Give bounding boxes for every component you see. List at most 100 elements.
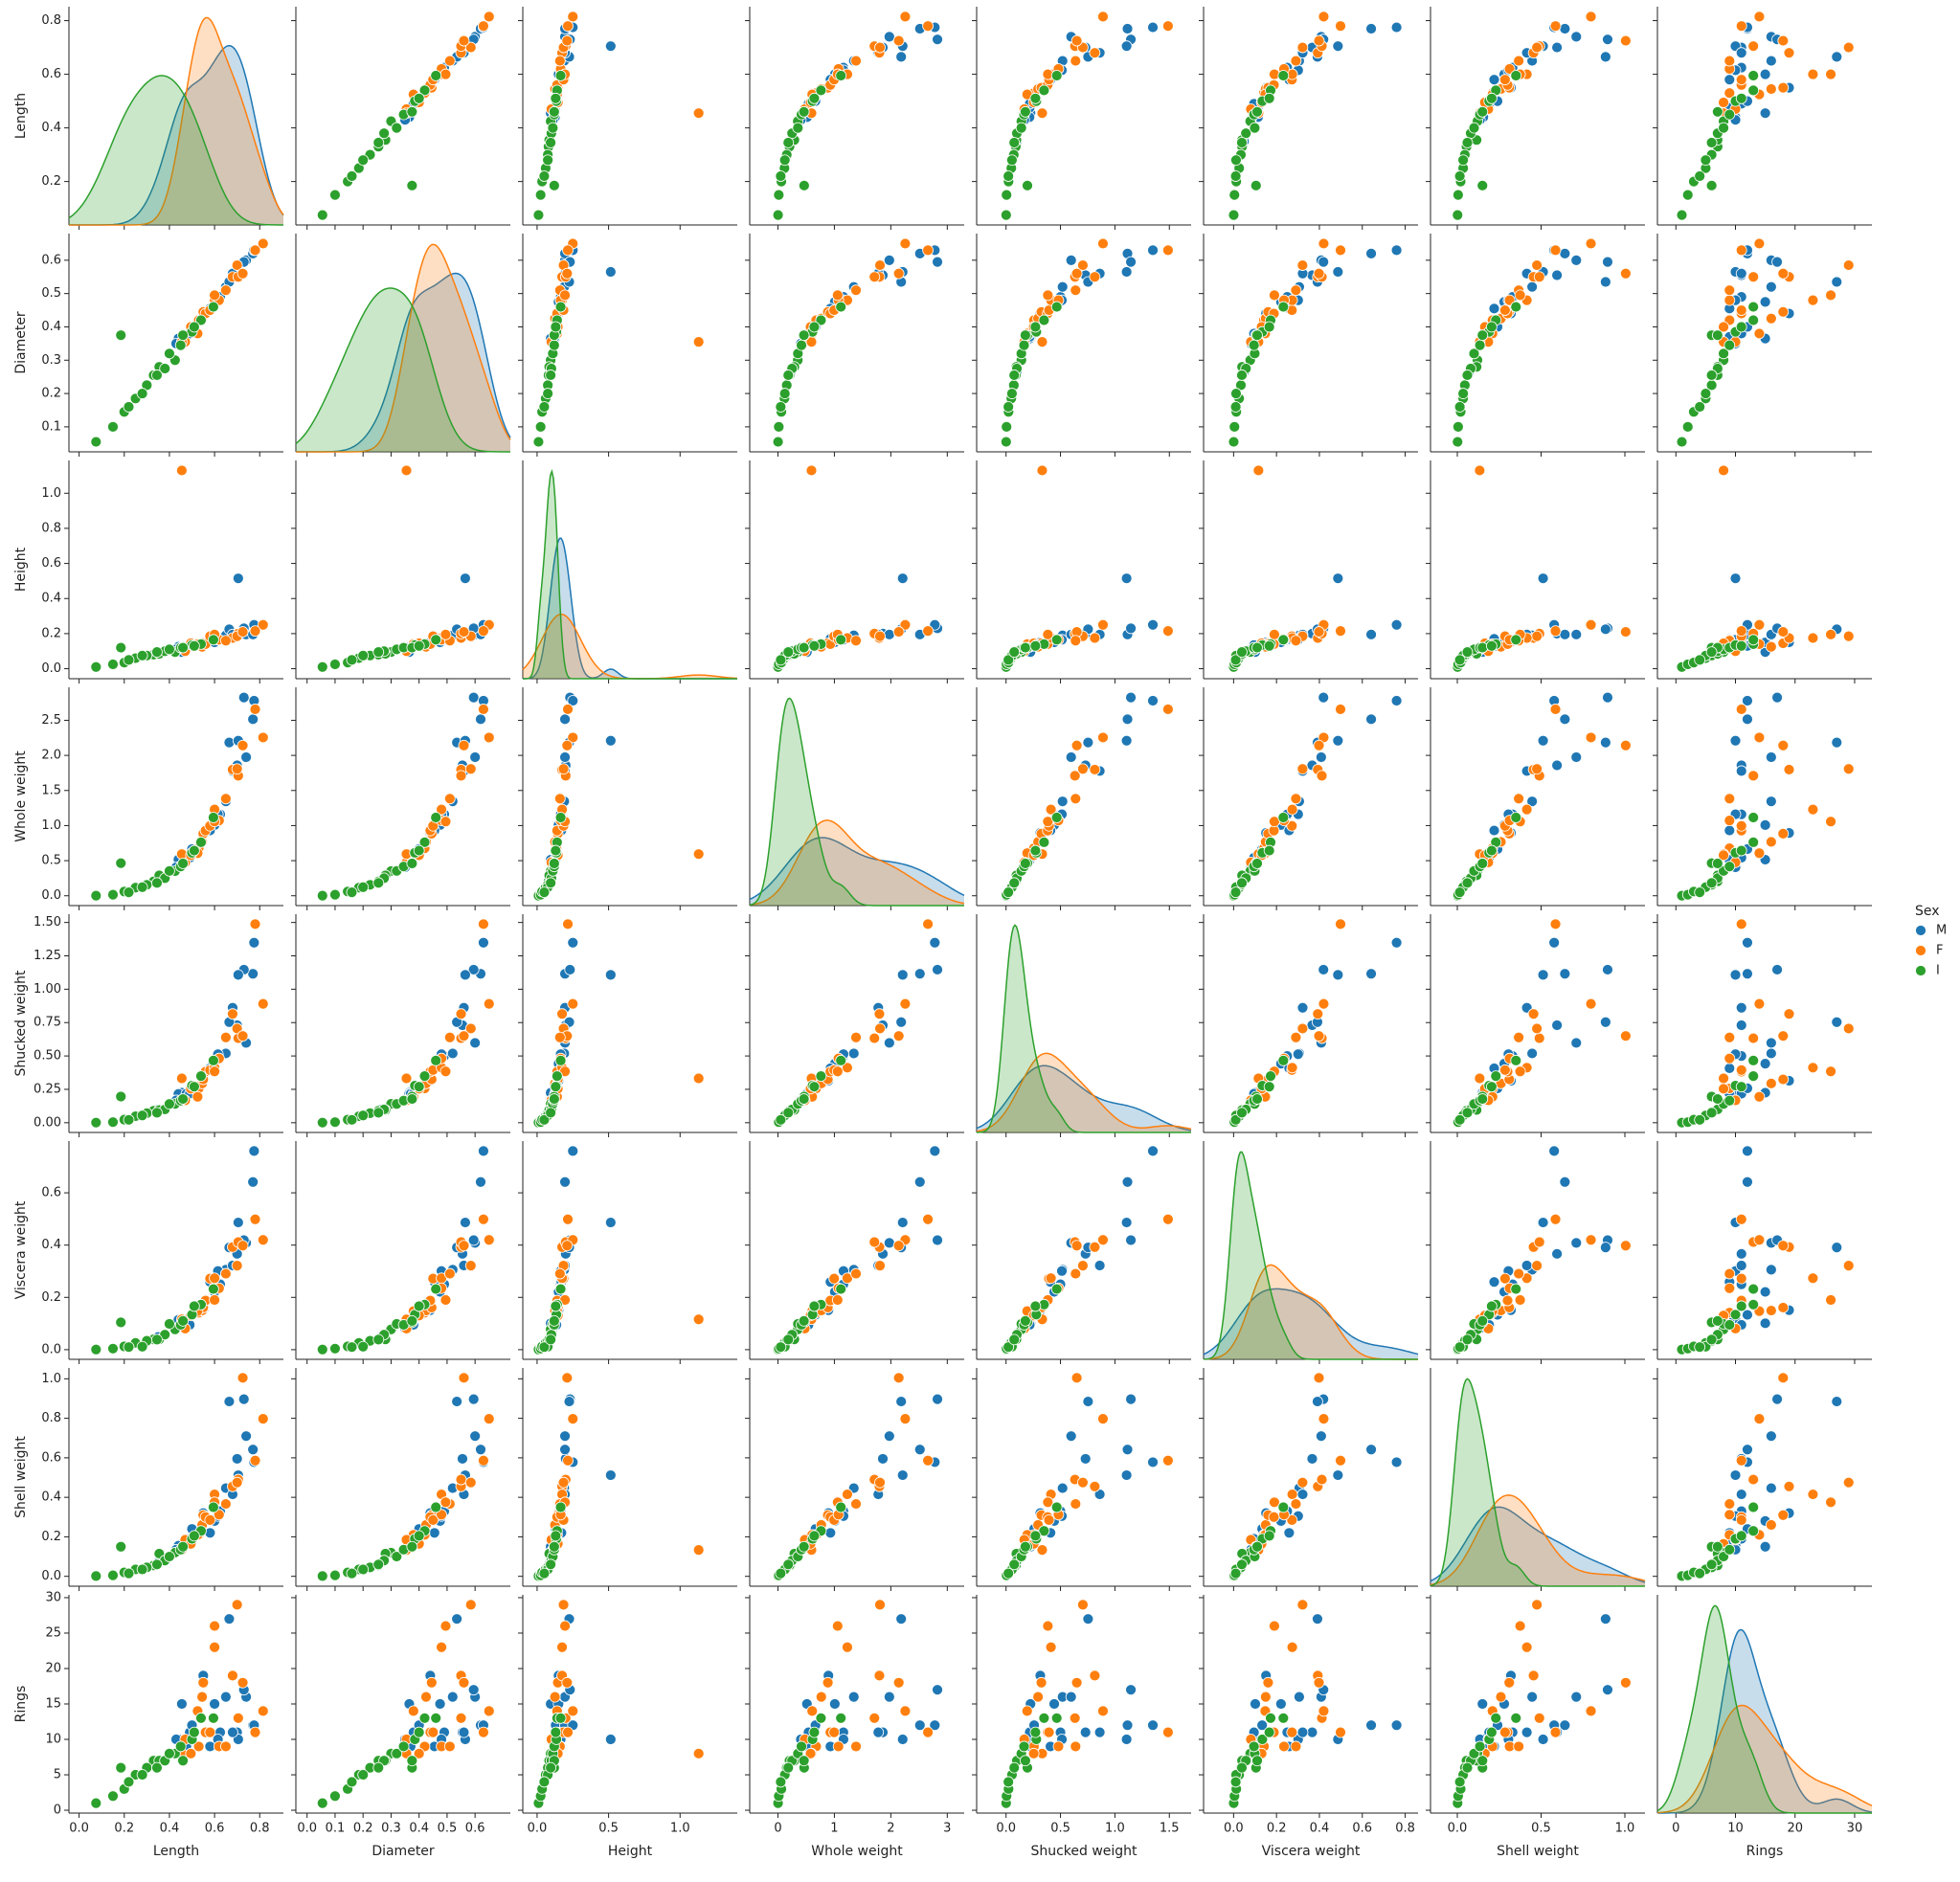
point xyxy=(1229,401,1242,413)
point xyxy=(1753,1090,1766,1103)
point xyxy=(1842,1476,1855,1489)
point xyxy=(922,20,934,33)
y-tick-label: 0.0 xyxy=(41,888,61,903)
point xyxy=(1125,691,1137,704)
point xyxy=(1765,1264,1777,1276)
point xyxy=(107,1790,119,1803)
point xyxy=(1003,1776,1015,1788)
point xyxy=(1453,170,1466,182)
point xyxy=(850,1740,862,1753)
point xyxy=(883,1037,895,1049)
point xyxy=(346,1567,358,1580)
point xyxy=(1585,731,1597,744)
point xyxy=(1531,259,1543,271)
point xyxy=(1521,1641,1533,1653)
point xyxy=(562,1726,574,1738)
point xyxy=(1035,1676,1048,1689)
point xyxy=(1694,401,1706,413)
point xyxy=(316,1570,328,1582)
point xyxy=(257,1234,269,1246)
point xyxy=(538,1567,551,1580)
kde-area xyxy=(750,819,964,906)
point xyxy=(1548,936,1561,949)
point xyxy=(1097,1413,1109,1425)
legend-label: I xyxy=(1936,964,1940,978)
point xyxy=(1318,691,1330,704)
point xyxy=(1318,237,1330,250)
point xyxy=(1390,1719,1403,1732)
point xyxy=(567,997,579,1010)
point xyxy=(1735,625,1747,638)
point xyxy=(1531,1599,1543,1611)
point xyxy=(237,1240,249,1252)
point xyxy=(1723,284,1736,297)
point xyxy=(430,70,442,81)
point xyxy=(372,1333,385,1346)
point xyxy=(874,1599,886,1611)
point xyxy=(446,1047,459,1060)
point xyxy=(1147,21,1159,34)
point xyxy=(1735,244,1747,257)
point xyxy=(458,1372,470,1384)
point xyxy=(1570,1691,1583,1703)
point xyxy=(775,170,787,182)
point xyxy=(107,1116,119,1129)
point xyxy=(782,1761,795,1774)
x-tick-label: 0.2 xyxy=(1267,1822,1287,1836)
point xyxy=(557,763,570,775)
point xyxy=(1077,1260,1089,1272)
point xyxy=(177,1314,189,1327)
point xyxy=(451,1613,463,1625)
point xyxy=(90,1797,102,1809)
point xyxy=(1045,1272,1057,1285)
point xyxy=(1783,1008,1795,1020)
point xyxy=(1236,1107,1248,1119)
y-tick-label: 15 xyxy=(45,1697,61,1712)
point xyxy=(932,256,943,268)
y-tick-label: 20 xyxy=(45,1661,61,1675)
point xyxy=(868,1236,881,1248)
point xyxy=(1705,877,1718,889)
point xyxy=(237,1676,249,1689)
point xyxy=(1711,105,1723,118)
point xyxy=(1705,1107,1718,1119)
point xyxy=(123,401,135,413)
point xyxy=(1498,74,1511,86)
point xyxy=(1019,641,1031,654)
y-tick-label: 1.25 xyxy=(34,949,61,963)
point xyxy=(1485,321,1498,333)
point xyxy=(1551,269,1564,281)
x-tick-label: 0.0 xyxy=(1448,1822,1468,1836)
point xyxy=(1228,420,1241,433)
point xyxy=(1070,1372,1083,1384)
legend-marker xyxy=(1915,965,1926,976)
point xyxy=(1036,464,1048,477)
point xyxy=(1019,1314,1031,1327)
point xyxy=(1765,640,1777,653)
point xyxy=(895,1396,908,1407)
x-tick-label: 0.0 xyxy=(528,1822,548,1836)
point xyxy=(561,1372,574,1384)
point xyxy=(457,1453,468,1465)
point xyxy=(107,659,119,670)
point xyxy=(407,1705,419,1717)
point xyxy=(1599,1613,1611,1625)
point xyxy=(1676,209,1688,221)
point xyxy=(455,1712,467,1724)
kde-line xyxy=(749,819,965,906)
point xyxy=(1831,1016,1843,1028)
point xyxy=(792,122,804,134)
point xyxy=(240,751,252,763)
point xyxy=(1549,1213,1562,1225)
point xyxy=(532,209,545,221)
point xyxy=(1735,1247,1747,1260)
point xyxy=(223,1396,236,1407)
point xyxy=(1161,1454,1174,1467)
point xyxy=(1694,886,1706,899)
y-tick-label: 0.6 xyxy=(41,253,61,267)
point xyxy=(346,1113,358,1126)
point xyxy=(204,1726,216,1738)
point xyxy=(604,734,617,747)
point xyxy=(1390,695,1403,706)
point xyxy=(1735,321,1747,333)
